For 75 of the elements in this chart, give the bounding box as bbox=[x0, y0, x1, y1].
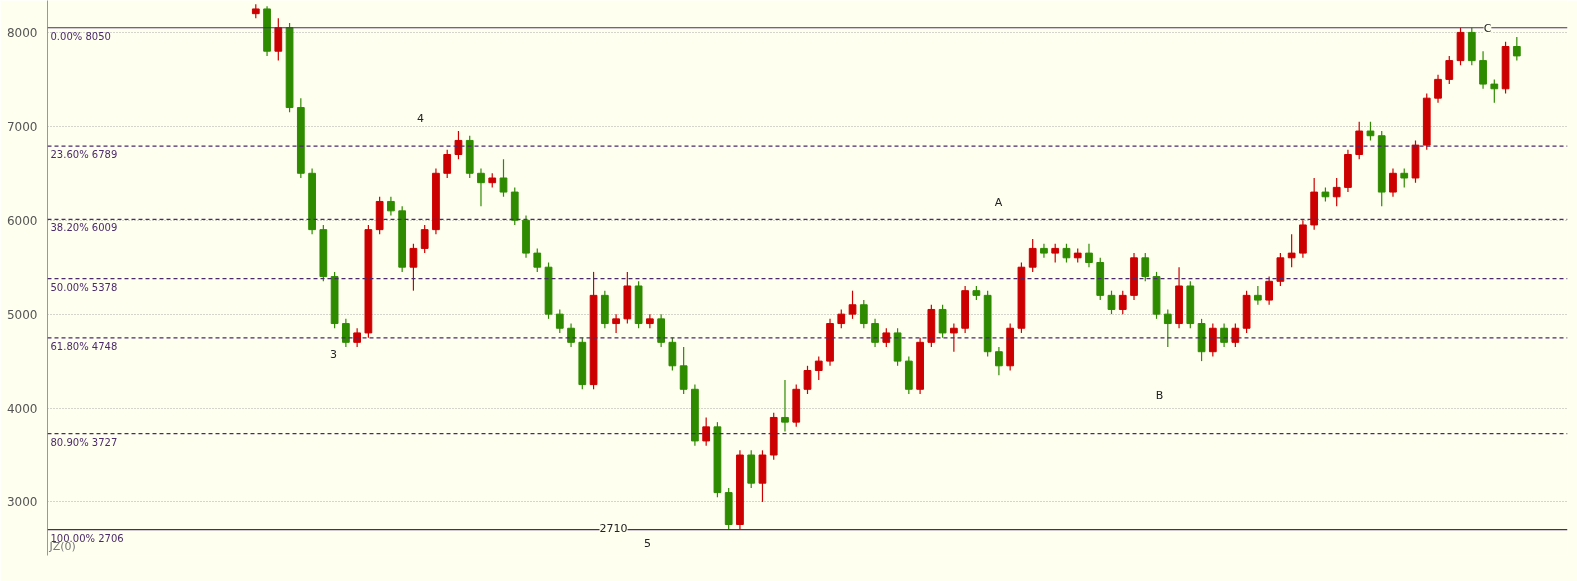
candlestick bbox=[1366, 121, 1375, 142]
candlestick bbox=[882, 327, 891, 348]
candlestick bbox=[995, 346, 1003, 376]
candlestick bbox=[803, 365, 812, 395]
candlestick bbox=[1231, 322, 1240, 348]
candlestick bbox=[702, 416, 711, 447]
candlestick bbox=[1085, 243, 1093, 268]
ref-line-label: 0.00% 8050 bbox=[50, 30, 111, 42]
ref-line-label: 61.80% 4748 bbox=[50, 340, 118, 352]
candlestick bbox=[848, 290, 857, 320]
candlestick bbox=[477, 168, 485, 207]
ref-line-label: 38.20% 6009 bbox=[50, 222, 118, 234]
candlestick bbox=[837, 308, 846, 329]
y-tick-label: 8000 bbox=[6, 25, 38, 40]
candlestick bbox=[657, 313, 666, 348]
candlestick bbox=[1220, 322, 1228, 348]
candlestick bbox=[1276, 252, 1285, 287]
ref-line-label: 50.00% 5378 bbox=[50, 281, 118, 293]
annotation: 3 bbox=[330, 347, 337, 361]
annotation: C bbox=[1483, 22, 1492, 35]
annotation: 2710 bbox=[599, 521, 628, 535]
candlestick bbox=[420, 224, 429, 254]
candlestick bbox=[668, 337, 677, 372]
candlestick bbox=[1400, 168, 1409, 188]
candlestick bbox=[859, 299, 868, 329]
candlestick bbox=[938, 304, 947, 339]
candlestick bbox=[1512, 36, 1521, 62]
annotation: 5 bbox=[644, 536, 651, 550]
candlestick bbox=[1028, 238, 1037, 273]
candlestick bbox=[555, 308, 564, 334]
candlestick bbox=[341, 318, 350, 348]
candlestick bbox=[1355, 121, 1364, 160]
ref-line-label: 23.60% 6789 bbox=[50, 149, 118, 161]
candlestick bbox=[814, 355, 823, 381]
candlestick bbox=[1445, 55, 1454, 85]
annotation: B bbox=[1155, 389, 1164, 402]
candlestick bbox=[1434, 74, 1442, 104]
candlestick bbox=[781, 379, 789, 433]
candlestick bbox=[443, 149, 452, 179]
annotation: A bbox=[994, 196, 1003, 209]
candlestick bbox=[1332, 177, 1341, 207]
ref-line-label: 80.90% 3727 bbox=[50, 436, 118, 448]
annotation: 4 bbox=[417, 111, 424, 125]
candlestick bbox=[1253, 285, 1262, 306]
candlestick bbox=[1062, 243, 1071, 264]
candlestick bbox=[1051, 243, 1060, 264]
candlestick bbox=[409, 243, 418, 292]
candlestick bbox=[1163, 308, 1172, 348]
y-tick-label: 7000 bbox=[6, 119, 38, 134]
candlestick bbox=[1490, 78, 1499, 104]
candlestick bbox=[274, 17, 283, 62]
candlestick bbox=[1040, 243, 1048, 259]
candlestick bbox=[949, 322, 958, 353]
candlestick bbox=[387, 196, 395, 217]
candlestick bbox=[1479, 50, 1487, 90]
y-tick-label: 6000 bbox=[6, 213, 38, 228]
candlestick bbox=[454, 130, 463, 160]
candlestick bbox=[612, 313, 620, 334]
candlestick bbox=[645, 313, 654, 329]
y-tick-label: 5000 bbox=[6, 307, 38, 322]
candlestick bbox=[1118, 290, 1127, 315]
candlestick bbox=[871, 318, 879, 348]
candlestick bbox=[1265, 275, 1274, 306]
candlestick bbox=[1389, 168, 1397, 198]
candlestick bbox=[1208, 322, 1217, 358]
candlestick bbox=[1287, 233, 1296, 268]
candlestick bbox=[499, 158, 508, 198]
candlestick bbox=[679, 346, 688, 395]
candlestick bbox=[533, 247, 542, 273]
candlestick bbox=[353, 327, 362, 348]
y-tick-label: 4000 bbox=[6, 401, 38, 416]
candlestick bbox=[1141, 252, 1150, 282]
candlestick bbox=[1107, 290, 1116, 315]
y-tick-label: 3000 bbox=[6, 495, 38, 510]
candlestick bbox=[567, 322, 575, 348]
